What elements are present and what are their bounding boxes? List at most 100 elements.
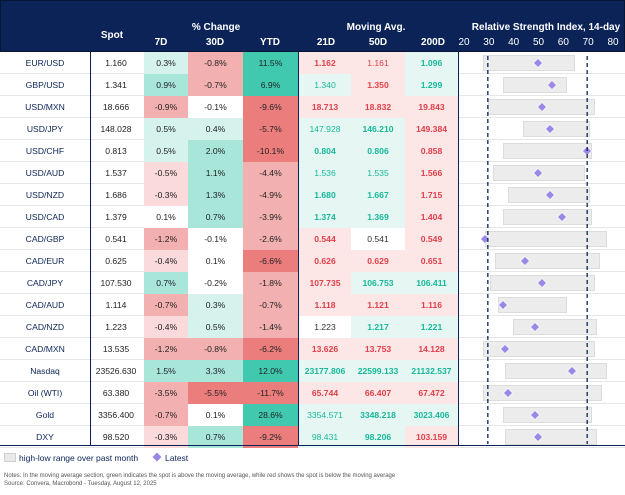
- rsi-latest-marker: [497, 300, 508, 310]
- moving-avg-21d-cell: 1.223: [299, 316, 351, 338]
- moving-avg-21d-cell: 1.118: [299, 294, 351, 316]
- moving-avg-50d-cell: 1.350: [351, 74, 405, 96]
- change-ytd-cell: -6.2%: [243, 338, 298, 360]
- moving-avg-21d-cell: 0.544: [299, 228, 351, 250]
- table-row: CAD/GBP 0.541 -1.2% -0.1% -2.6% 0.544 0.541 0.5…: [0, 228, 625, 250]
- change-7d-cell: 1.5%: [144, 360, 188, 382]
- moving-avg-200d-cell: 103.159: [405, 426, 458, 448]
- change-ytd-cell: 28.6%: [243, 404, 298, 426]
- spot-value: 148.028: [100, 124, 132, 134]
- table-row: CAD/MXN 13.535 -1.2% -0.8% -6.2% 13.626 13.753…: [0, 338, 625, 360]
- rsi-latest-marker: [544, 124, 555, 134]
- moving-avg-21d-cell: 23177.806: [299, 360, 351, 382]
- pair-label: USD/CAD: [25, 212, 65, 222]
- rsi-latest-marker: [582, 146, 593, 156]
- rsi-range-bar: [505, 363, 608, 379]
- rsi-tick-label: 40: [508, 37, 520, 48]
- moving-avg-200d-cell: 14.128: [405, 338, 458, 360]
- moving-avg-21d-cell: 1.536: [299, 162, 351, 184]
- table-row: USD/CAD 1.379 0.1% 0.7% -3.9% 1.374 1.369 1.404: [0, 206, 625, 228]
- change-ytd-cell: -1.4%: [243, 316, 298, 338]
- latest-legend-label: Latest: [165, 453, 189, 463]
- change-30d-cell: 0.7%: [188, 206, 243, 228]
- col-header-50d: 50D: [368, 37, 388, 48]
- spot-value: 0.625: [105, 256, 127, 266]
- moving-avg-50d-cell: 13.753: [351, 338, 405, 360]
- change-30d-cell: 0.7%: [188, 426, 243, 448]
- moving-avg-50d-cell: 98.206: [351, 426, 405, 448]
- rsi-latest-marker: [500, 344, 511, 354]
- change-30d-cell: -5.5%: [188, 382, 243, 404]
- moving-avg-200d-cell: 1.096: [405, 52, 458, 74]
- col-header-pct-change: % Change: [191, 22, 241, 33]
- change-7d-cell: 0.5%: [144, 140, 188, 162]
- moving-avg-200d-cell: 21132.537: [405, 360, 458, 382]
- moving-avg-21d-cell: 3354.571: [299, 404, 351, 426]
- spot-value: 0.813: [105, 146, 127, 156]
- change-ytd-cell: -3.9%: [243, 206, 298, 228]
- table-row: GBP/USD 1.341 0.9% -0.7% 6.9% 1.340 1.350 1.299: [0, 74, 625, 96]
- moving-avg-21d-cell: 0.804: [299, 140, 351, 162]
- moving-avg-50d-cell: 3348.218: [351, 404, 405, 426]
- moving-avg-21d-cell: 0.626: [299, 250, 351, 272]
- change-ytd-cell: -4.9%: [243, 184, 298, 206]
- pair-label: USD/AUD: [25, 168, 65, 178]
- table-row: Nasdaq 23526.630 1.5% 3.3% 12.0% 23177.806 225…: [0, 360, 625, 382]
- col-header-7d: 7D: [154, 37, 168, 48]
- table-row: USD/NZD 1.686 -0.3% 1.3% -4.9% 1.680 1.667 1.71…: [0, 184, 625, 206]
- spot-value: 18.666: [102, 102, 130, 112]
- change-7d-cell: 0.7%: [144, 272, 188, 294]
- rsi-range-bar: [502, 77, 568, 93]
- moving-avg-50d-cell: 0.541: [351, 228, 405, 250]
- rsi-latest-marker: [544, 190, 555, 200]
- spot-value: 13.535: [102, 344, 130, 354]
- moving-avg-21d-cell: 1.374: [299, 206, 351, 228]
- rsi-tick-label: 30: [483, 37, 495, 48]
- pair-label: CAD/EUR: [25, 256, 65, 266]
- spot-value: 1.341: [105, 80, 127, 90]
- change-ytd-cell: -2.6%: [243, 228, 298, 250]
- change-7d-cell: -0.7%: [144, 404, 188, 426]
- table-row: USD/AUD 1.537 -0.5% 1.1% -4.4% 1.536 1.535 1.56…: [0, 162, 625, 184]
- footnote-source: Source: Convera, Macrobond - Tuesday, Au…: [4, 481, 157, 487]
- pair-label: USD/JPY: [26, 124, 64, 134]
- pair-label: Nasdaq: [30, 366, 60, 376]
- rsi-range-bar: [482, 55, 575, 71]
- pair-label: CAD/MXN: [25, 344, 65, 354]
- rsi-latest-marker: [557, 212, 568, 222]
- moving-avg-200d-cell: 0.549: [405, 228, 458, 250]
- change-7d-cell: -1.2%: [144, 338, 188, 360]
- spot-value: 1.686: [105, 190, 127, 200]
- moving-avg-21d-cell: 98.431: [299, 426, 351, 448]
- change-7d-cell: -0.3%: [144, 184, 188, 206]
- spot-value: 3356.400: [98, 410, 134, 420]
- pair-label: USD/MXN: [25, 102, 65, 112]
- pair-label: DXY: [36, 432, 54, 442]
- moving-avg-50d-cell: 66.407: [351, 382, 405, 404]
- rsi-tick-label: 70: [582, 37, 594, 48]
- spot-value: 23526.630: [95, 366, 137, 376]
- change-7d-cell: -0.3%: [144, 426, 188, 448]
- moving-avg-200d-cell: 1.221: [405, 316, 458, 338]
- change-30d-cell: 0.5%: [188, 316, 243, 338]
- change-30d-cell: -0.1%: [188, 228, 243, 250]
- moving-avg-200d-cell: 67.472: [405, 382, 458, 404]
- col-header-moving-avg: Moving Avg.: [346, 22, 406, 33]
- rsi-latest-marker: [502, 388, 513, 398]
- rsi-range-bar: [497, 297, 568, 313]
- rsi-range-bar: [495, 253, 600, 269]
- change-30d-cell: -0.2%: [188, 272, 243, 294]
- rsi-tick-label: 50: [532, 37, 545, 48]
- table-row: USD/CHF 0.813 0.5% 2.0% -10.1% 0.804 0.806 0.85…: [0, 140, 625, 162]
- rsi-latest-marker: [530, 410, 540, 420]
- change-7d-cell: 0.5%: [144, 118, 188, 140]
- moving-avg-21d-cell: 18.713: [299, 96, 351, 118]
- rsi-latest-marker: [530, 322, 540, 332]
- col-header-200d: 200D: [421, 37, 445, 48]
- moving-avg-50d-cell: 22599.133: [351, 360, 405, 382]
- rsi-tick-label: 60: [557, 37, 569, 48]
- moving-avg-200d-cell: 19.843: [405, 96, 458, 118]
- change-7d-cell: 0.1%: [144, 206, 188, 228]
- column-divider: [90, 52, 91, 445]
- moving-avg-50d-cell: 0.806: [351, 140, 405, 162]
